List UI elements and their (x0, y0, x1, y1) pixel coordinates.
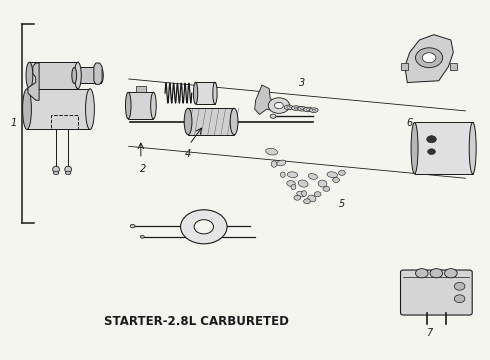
Circle shape (294, 195, 301, 200)
Ellipse shape (312, 109, 316, 111)
Circle shape (130, 224, 135, 228)
Ellipse shape (125, 92, 131, 119)
Bar (188, 108, 234, 135)
Ellipse shape (291, 185, 296, 190)
Text: 4: 4 (185, 149, 191, 159)
Circle shape (422, 53, 436, 63)
Ellipse shape (26, 62, 33, 89)
Bar (29, 62, 78, 89)
Ellipse shape (292, 106, 300, 111)
Ellipse shape (230, 108, 238, 135)
Ellipse shape (74, 62, 81, 89)
Circle shape (268, 98, 290, 113)
Text: STARTER-2.8L CARBURETED: STARTER-2.8L CARBURETED (104, 315, 289, 328)
Circle shape (416, 48, 442, 68)
Ellipse shape (266, 148, 277, 155)
Bar (27, 89, 90, 130)
Ellipse shape (306, 109, 310, 111)
Ellipse shape (411, 122, 418, 174)
Circle shape (181, 210, 227, 244)
Ellipse shape (86, 89, 95, 130)
FancyBboxPatch shape (400, 270, 472, 315)
Text: 1: 1 (10, 118, 17, 128)
Circle shape (323, 186, 330, 192)
Ellipse shape (308, 174, 318, 179)
Circle shape (430, 269, 442, 278)
Bar (51, 115, 78, 129)
Circle shape (274, 102, 283, 109)
Ellipse shape (308, 195, 316, 202)
Circle shape (339, 170, 345, 175)
Polygon shape (255, 85, 276, 114)
Text: 3: 3 (298, 78, 305, 88)
Ellipse shape (280, 172, 285, 177)
Circle shape (304, 199, 310, 204)
Ellipse shape (53, 171, 59, 175)
Ellipse shape (302, 191, 307, 196)
Circle shape (314, 192, 321, 197)
Circle shape (454, 295, 465, 303)
Circle shape (333, 177, 340, 183)
Bar (415, 122, 473, 174)
Ellipse shape (287, 181, 295, 186)
Polygon shape (405, 35, 453, 82)
Text: 5: 5 (339, 199, 345, 210)
Ellipse shape (277, 160, 286, 166)
Ellipse shape (287, 107, 290, 108)
Ellipse shape (309, 108, 318, 112)
Circle shape (194, 220, 214, 234)
Circle shape (416, 269, 428, 278)
Text: 7: 7 (426, 328, 432, 338)
Ellipse shape (298, 107, 307, 111)
Circle shape (270, 114, 276, 118)
Ellipse shape (53, 166, 59, 172)
Ellipse shape (72, 67, 76, 84)
Text: 2: 2 (140, 164, 147, 174)
Circle shape (428, 149, 436, 154)
Bar (401, 63, 408, 70)
Ellipse shape (66, 171, 71, 175)
Text: 6: 6 (407, 118, 413, 127)
Ellipse shape (304, 107, 312, 112)
Ellipse shape (194, 82, 198, 104)
Circle shape (140, 235, 144, 238)
Ellipse shape (300, 108, 304, 110)
Ellipse shape (318, 180, 327, 187)
Ellipse shape (65, 166, 72, 172)
Circle shape (444, 269, 457, 278)
Ellipse shape (469, 122, 476, 174)
Ellipse shape (98, 67, 103, 84)
Bar (74, 67, 101, 84)
Polygon shape (94, 63, 102, 84)
Ellipse shape (294, 107, 297, 109)
Bar (128, 92, 153, 119)
Ellipse shape (150, 92, 156, 119)
Ellipse shape (271, 161, 277, 167)
Ellipse shape (297, 192, 305, 197)
Ellipse shape (298, 180, 308, 187)
Ellipse shape (287, 172, 298, 177)
Ellipse shape (184, 108, 192, 135)
Polygon shape (28, 63, 39, 100)
Circle shape (454, 283, 465, 290)
Ellipse shape (23, 89, 31, 130)
Bar (196, 82, 215, 104)
Circle shape (427, 136, 437, 143)
Ellipse shape (284, 105, 293, 110)
Ellipse shape (213, 82, 217, 104)
Bar (450, 63, 457, 70)
Ellipse shape (327, 172, 338, 177)
Bar (136, 86, 146, 93)
